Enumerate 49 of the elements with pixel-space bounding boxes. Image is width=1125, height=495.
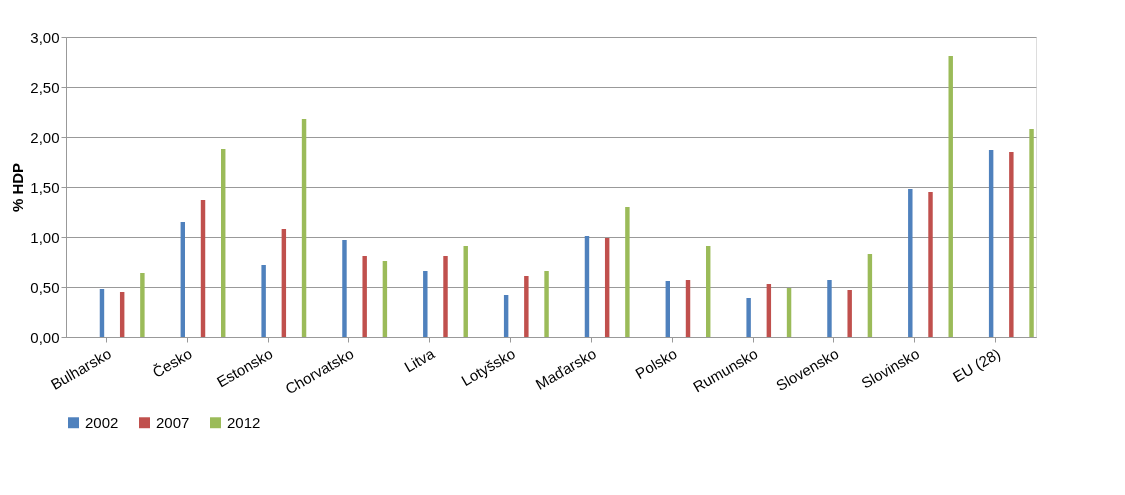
- legend-label: 2012: [227, 413, 261, 431]
- y-axis-title: % HDP: [9, 162, 27, 213]
- bar: [200, 200, 206, 337]
- bar: [362, 256, 367, 337]
- bar: [766, 284, 772, 337]
- bar: [342, 240, 347, 337]
- bar: [301, 119, 307, 337]
- bar: [140, 273, 145, 337]
- bar: [119, 292, 125, 337]
- y-tick-label: 0,00: [30, 328, 60, 346]
- y-tick-label: 1,00: [30, 228, 60, 246]
- bar: [221, 149, 226, 337]
- x-tick-label: EU (28): [949, 344, 1004, 386]
- bar: [786, 288, 792, 337]
- bar: [281, 229, 287, 337]
- bar: [908, 189, 913, 337]
- bar: [180, 222, 186, 337]
- bar: [423, 271, 428, 337]
- bar: [261, 265, 266, 337]
- bar: [524, 276, 529, 337]
- bar: [1029, 129, 1034, 337]
- y-tick-label: 2,50: [30, 78, 60, 96]
- bar: [847, 290, 852, 337]
- bar: [665, 281, 671, 337]
- x-tick-label: Litva: [401, 344, 438, 376]
- bar: [948, 56, 953, 337]
- bar: [1009, 152, 1014, 337]
- bar: [443, 256, 448, 337]
- bar: [604, 238, 610, 337]
- bar: [706, 246, 711, 337]
- y-tick-label: 3,00: [30, 28, 60, 46]
- bar: [544, 271, 549, 337]
- bar: [928, 192, 933, 337]
- bar: [827, 280, 832, 337]
- bar: [685, 280, 691, 337]
- bar: [382, 261, 388, 337]
- bar: [988, 150, 994, 337]
- y-tick-label: 2,00: [30, 128, 60, 146]
- legend-label: 2002: [85, 413, 119, 431]
- bar: [867, 254, 873, 337]
- legend-label: 2007: [156, 413, 190, 431]
- bar: [625, 207, 630, 337]
- bar: [99, 289, 105, 337]
- y-tick-label: 1,50: [30, 178, 60, 196]
- bar: [584, 236, 590, 337]
- bar: [463, 246, 468, 337]
- y-tick-label: 0,50: [30, 278, 60, 296]
- bar: [746, 298, 751, 337]
- bar: [503, 295, 509, 337]
